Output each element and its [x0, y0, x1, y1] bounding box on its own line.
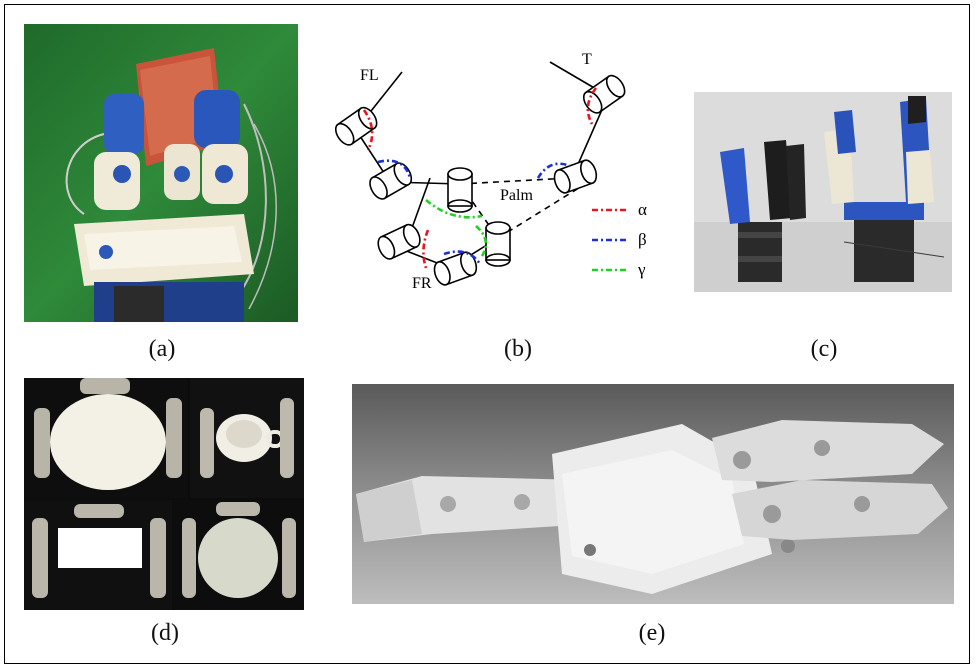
label-t: T [582, 51, 592, 68]
legend: α β γ [592, 200, 647, 279]
panel-e-photo [352, 384, 954, 604]
label-palm: Palm [500, 187, 533, 204]
caption-c: (c) [810, 336, 838, 362]
legend-alpha: α [638, 200, 647, 219]
caption-a: (a) [148, 336, 176, 362]
label-fl: FL [360, 67, 379, 84]
legend-beta: β [638, 230, 647, 249]
label-fr: FR [412, 275, 432, 292]
panel-b-diagram: FL T Palm FR α β γ [320, 50, 680, 300]
legend-gamma: γ [637, 260, 646, 279]
figure-frame [4, 4, 970, 664]
caption-e: (e) [638, 620, 666, 646]
caption-d: (d) [151, 620, 179, 646]
panel-d-photos [24, 378, 304, 610]
panel-c-photo [694, 92, 952, 292]
caption-b: (b) [504, 336, 532, 362]
panel-a-photo [24, 24, 298, 322]
